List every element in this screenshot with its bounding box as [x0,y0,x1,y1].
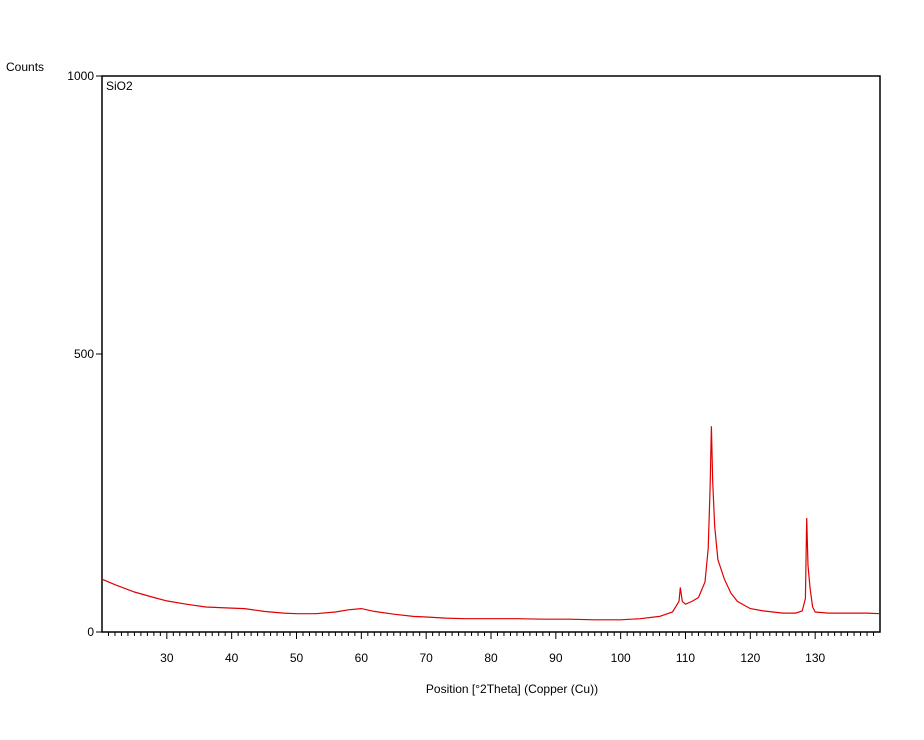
x-tick-label: 80 [484,651,498,665]
y-tick-label: 500 [74,347,94,361]
sample-annotation: SiO2 [106,79,133,93]
x-tick-label: 100 [611,651,631,665]
plot-frame [101,75,881,633]
series-line [101,426,881,621]
y-tick-label: 1000 [67,69,94,83]
x-tick-label: 130 [805,651,825,665]
y-tick-label: 0 [87,625,94,639]
x-tick-label: 70 [419,651,433,665]
x-tick-label: 90 [549,651,563,665]
x-tick-label: 60 [355,651,369,665]
x-tick-label: 120 [740,651,760,665]
x-ticks: 30 40 50 60 70 80 90 100 110 120 130 [107,632,875,665]
x-tick-label: 110 [676,651,695,665]
x-tick-label: 30 [160,651,174,665]
x-tick-label: 40 [225,651,239,665]
x-tick-label: 50 [290,651,304,665]
y-ticks: 0 500 1000 [67,69,102,639]
x-axis-label: Position [°2Theta] (Copper (Cu)) [425,682,599,696]
y-axis-label: Counts [6,60,45,74]
